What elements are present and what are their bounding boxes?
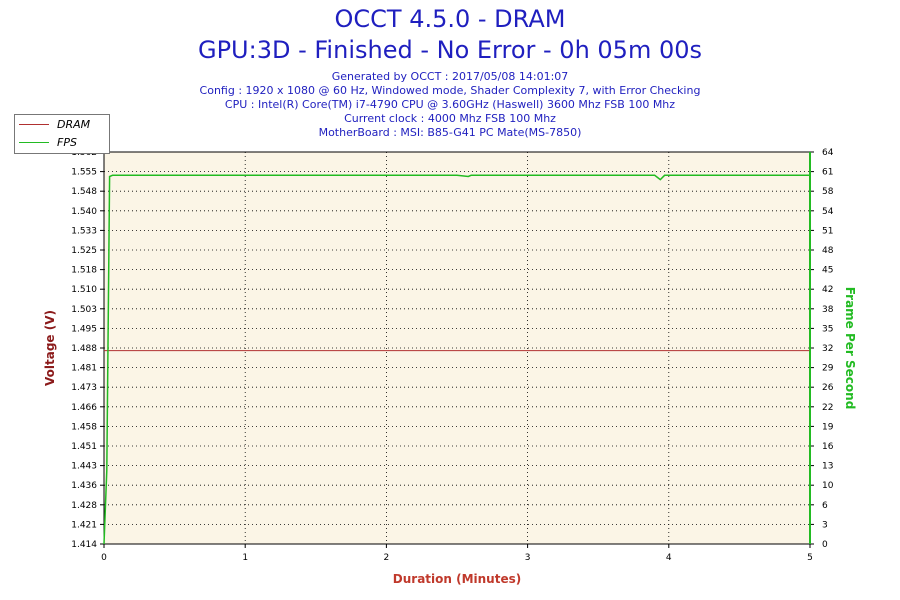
legend: DRAM FPS [14, 114, 110, 154]
y2-tick-label: 6 [822, 501, 828, 511]
x-tick-label: 0 [101, 553, 107, 563]
y2-tick-label: 32 [822, 344, 833, 354]
y2-tick-label: 35 [822, 324, 833, 334]
y2-tick-label: 61 [822, 168, 833, 178]
y2-tick-label: 38 [822, 305, 834, 315]
legend-swatch-fps [19, 141, 49, 143]
info-config: Config : 1920 x 1080 @ 60 Hz, Windowed m… [199, 84, 701, 97]
y2-tick-label: 13 [822, 462, 833, 472]
x-tick-label: 4 [666, 553, 672, 563]
y-tick-label: 1.443 [71, 462, 97, 472]
y-tick-label: 1.436 [71, 481, 97, 491]
y2-tick-label: 19 [822, 422, 834, 432]
x-tick-label: 2 [384, 553, 390, 563]
y2-tick-label: 45 [822, 266, 833, 276]
y-tick-label: 1.518 [71, 266, 97, 276]
x-tick-label: 5 [807, 553, 813, 563]
y-tick-label: 1.533 [71, 226, 97, 236]
legend-swatch-dram [19, 123, 49, 125]
y2-tick-label: 42 [822, 285, 833, 295]
y2-tick-label: 54 [822, 207, 834, 217]
y-tick-label: 1.488 [71, 344, 97, 354]
info-generated: Generated by OCCT : 2017/05/08 14:01:07 [331, 70, 569, 83]
y2-tick-label: 64 [822, 148, 834, 158]
y-tick-label: 1.555 [71, 168, 97, 178]
y2-tick-label: 51 [822, 226, 833, 236]
y2-tick-label: 10 [822, 481, 834, 491]
x-axis-label: Duration (Minutes) [393, 572, 521, 586]
x-tick-label: 3 [525, 553, 531, 563]
info-clock: Current clock : 4000 Mhz FSB 100 Mhz [344, 112, 556, 125]
legend-label-fps: FPS [57, 135, 77, 149]
y-tick-label: 1.421 [71, 520, 97, 530]
y2-tick-label: 3 [822, 520, 828, 530]
y-tick-label: 1.428 [71, 501, 97, 511]
y2-axis-label: Frame Per Second [843, 287, 857, 410]
info-motherboard: MotherBoard : MSI: B85-G41 PC Mate(MS-78… [318, 126, 582, 139]
y-tick-label: 1.503 [71, 305, 97, 315]
y-tick-label: 1.481 [71, 364, 97, 374]
y-tick-label: 1.451 [71, 442, 97, 452]
y2-tick-label: 58 [822, 187, 834, 197]
y2-tick-label: 48 [822, 246, 834, 256]
y-tick-label: 1.525 [71, 246, 97, 256]
y-tick-label: 1.473 [71, 383, 97, 393]
legend-label-dram: DRAM [57, 117, 91, 131]
legend-item-dram: DRAM [19, 117, 90, 131]
chart-subtitle: GPU:3D - Finished - No Error - 0h 05m 00… [197, 36, 702, 64]
y2-tick-label: 16 [822, 442, 834, 452]
y2-tick-label: 22 [822, 403, 833, 413]
y2-tick-label: 29 [822, 364, 834, 374]
y-tick-label: 1.414 [71, 540, 97, 550]
y-tick-label: 1.458 [71, 422, 97, 432]
x-tick-label: 1 [242, 553, 248, 563]
y-axis-label: Voltage (V) [43, 310, 57, 386]
series-line-fps [103, 174, 811, 545]
y-tick-label: 1.510 [71, 285, 97, 295]
chart-title: OCCT 4.5.0 - DRAM [334, 5, 566, 33]
y-tick-label: 1.495 [71, 324, 97, 334]
y2-tick-label: 26 [822, 383, 834, 393]
y-tick-label: 1.540 [71, 207, 97, 217]
legend-item-fps: FPS [19, 135, 77, 149]
y2-tick-label: 0 [822, 540, 828, 550]
y-tick-label: 1.466 [71, 403, 97, 413]
y-tick-label: 1.548 [71, 187, 97, 197]
info-cpu: CPU : Intel(R) Core(TM) i7-4790 CPU @ 3.… [224, 98, 676, 111]
